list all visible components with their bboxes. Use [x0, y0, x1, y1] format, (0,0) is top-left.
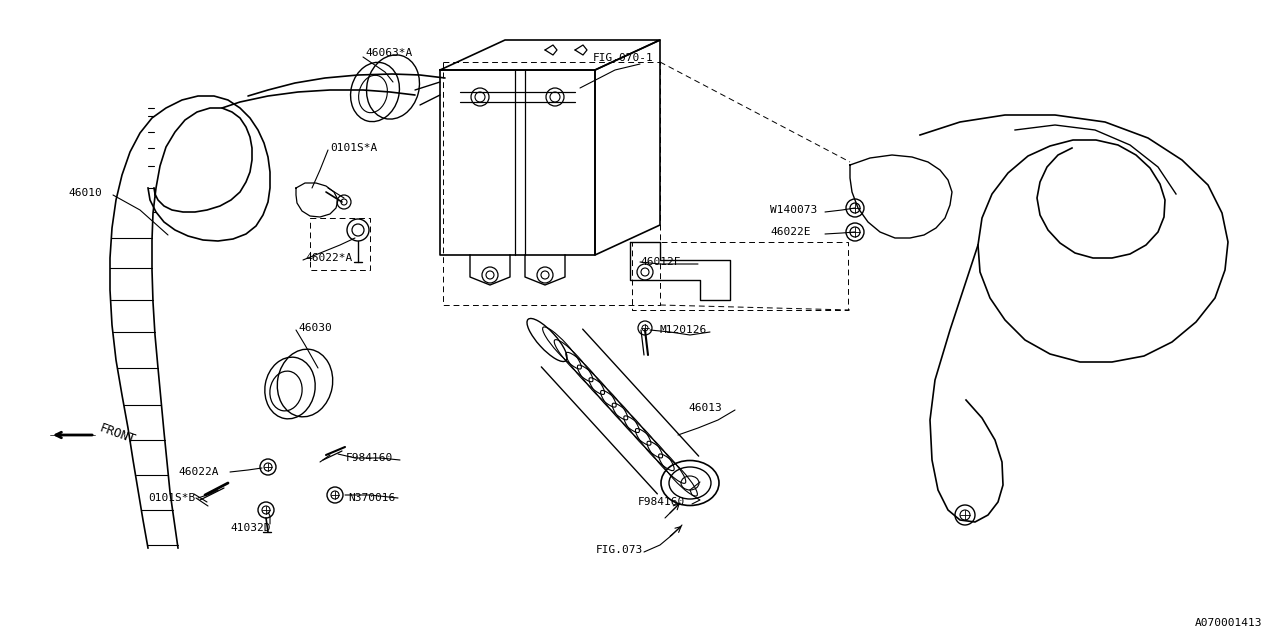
- Text: 41032D: 41032D: [230, 523, 270, 533]
- Text: 46022A: 46022A: [178, 467, 219, 477]
- Text: A070001413: A070001413: [1194, 618, 1262, 628]
- Text: 46022E: 46022E: [771, 227, 810, 237]
- Text: FRONT: FRONT: [99, 422, 138, 447]
- Text: 46030: 46030: [298, 323, 332, 333]
- Text: F984160: F984160: [637, 497, 685, 507]
- Text: 46013: 46013: [689, 403, 722, 413]
- Text: 46022*A: 46022*A: [305, 253, 352, 263]
- Text: 46010: 46010: [68, 188, 101, 198]
- Text: FIG.073: FIG.073: [596, 545, 644, 555]
- Text: F984160: F984160: [346, 453, 393, 463]
- Text: 0101S*A: 0101S*A: [330, 143, 378, 153]
- Text: N370016: N370016: [348, 493, 396, 503]
- Text: FIG.070-1: FIG.070-1: [593, 53, 654, 63]
- Text: W140073: W140073: [771, 205, 817, 215]
- Text: M120126: M120126: [660, 325, 708, 335]
- Text: 46012F: 46012F: [640, 257, 681, 267]
- Text: 46063*A: 46063*A: [365, 48, 412, 58]
- Text: 0101S*B: 0101S*B: [148, 493, 196, 503]
